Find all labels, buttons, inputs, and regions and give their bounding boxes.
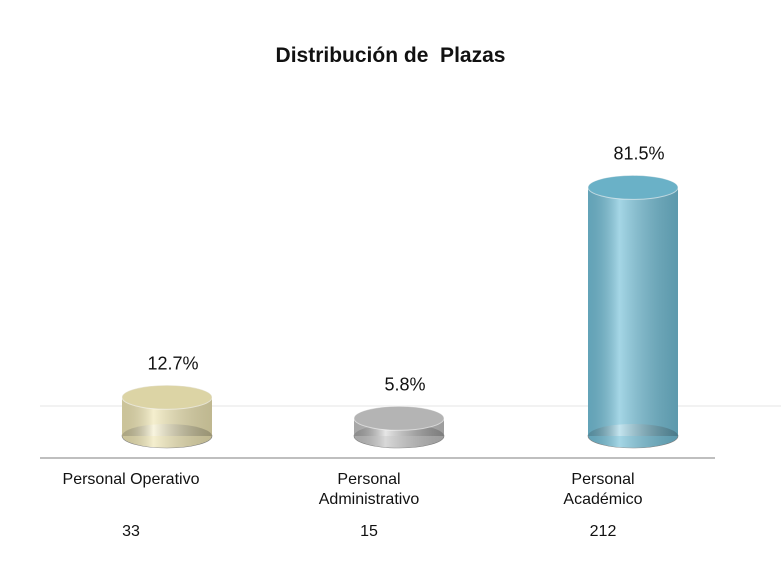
category-label: Personal Operativo: [62, 471, 200, 488]
bar-bottom-shade: [122, 424, 212, 448]
bar-top: [587, 174, 679, 200]
bar-top-shade: [122, 385, 212, 410]
bar: [121, 384, 213, 449]
count-label: 212: [589, 523, 617, 540]
value-label: 81.5%: [613, 143, 664, 163]
chart-title: Distribución de Plazas: [275, 44, 506, 67]
bar-top-shade: [588, 175, 678, 200]
count-label: 33: [122, 523, 140, 540]
bar-top: [353, 405, 445, 431]
category-label: Personal Académico: [563, 471, 643, 508]
bar-top: [121, 384, 213, 410]
bar-top-shade: [354, 406, 444, 431]
value-label: 12.7%: [147, 353, 198, 373]
value-label: 5.8%: [384, 374, 425, 394]
bar: [353, 405, 445, 449]
count-label: 15: [360, 523, 378, 540]
bar-bottom-shade: [354, 424, 444, 448]
bar: [587, 174, 679, 449]
bar-shade: [588, 187, 678, 436]
bar-bottom-shade: [588, 424, 678, 448]
category-label: Personal Administrativo: [318, 471, 420, 508]
